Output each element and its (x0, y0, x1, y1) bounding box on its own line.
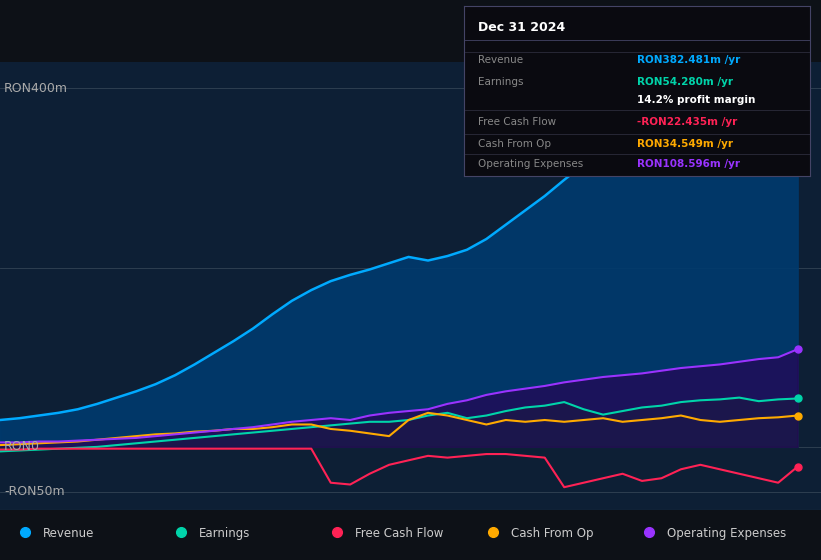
Text: RON34.549m /yr: RON34.549m /yr (637, 139, 733, 149)
Text: -RON22.435m /yr: -RON22.435m /yr (637, 116, 737, 127)
Text: RON382.481m /yr: RON382.481m /yr (637, 55, 741, 66)
Text: Free Cash Flow: Free Cash Flow (355, 528, 443, 540)
Text: Earnings: Earnings (478, 77, 523, 87)
Text: Revenue: Revenue (478, 55, 523, 66)
Text: Dec 31 2024: Dec 31 2024 (478, 21, 565, 34)
Text: Operating Expenses: Operating Expenses (667, 528, 786, 540)
Text: RON108.596m /yr: RON108.596m /yr (637, 160, 740, 170)
Text: RON54.280m /yr: RON54.280m /yr (637, 77, 733, 87)
Text: -RON50m: -RON50m (4, 485, 65, 498)
Text: RON400m: RON400m (4, 82, 68, 95)
Text: Operating Expenses: Operating Expenses (478, 160, 583, 170)
Text: Revenue: Revenue (43, 528, 94, 540)
Text: Earnings: Earnings (199, 528, 250, 540)
Text: Free Cash Flow: Free Cash Flow (478, 116, 556, 127)
Text: 14.2% profit margin: 14.2% profit margin (637, 95, 755, 105)
Text: Cash From Op: Cash From Op (478, 139, 551, 149)
Text: Cash From Op: Cash From Op (511, 528, 593, 540)
Text: RON0: RON0 (4, 440, 40, 454)
